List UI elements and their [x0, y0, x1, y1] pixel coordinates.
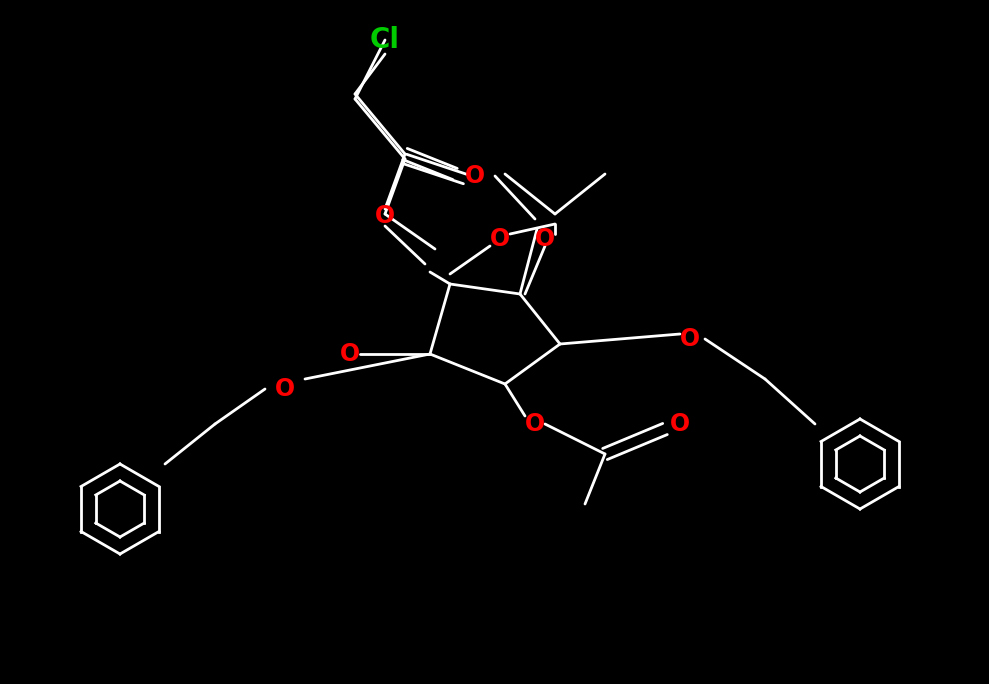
Text: Cl: Cl: [370, 26, 400, 54]
Text: O: O: [275, 377, 295, 401]
Text: O: O: [680, 327, 700, 351]
Text: O: O: [525, 412, 545, 436]
Text: O: O: [465, 164, 485, 188]
Text: O: O: [670, 412, 690, 436]
Text: O: O: [535, 227, 555, 251]
Text: O: O: [375, 204, 395, 228]
Text: O: O: [340, 342, 360, 366]
Text: O: O: [490, 227, 510, 251]
